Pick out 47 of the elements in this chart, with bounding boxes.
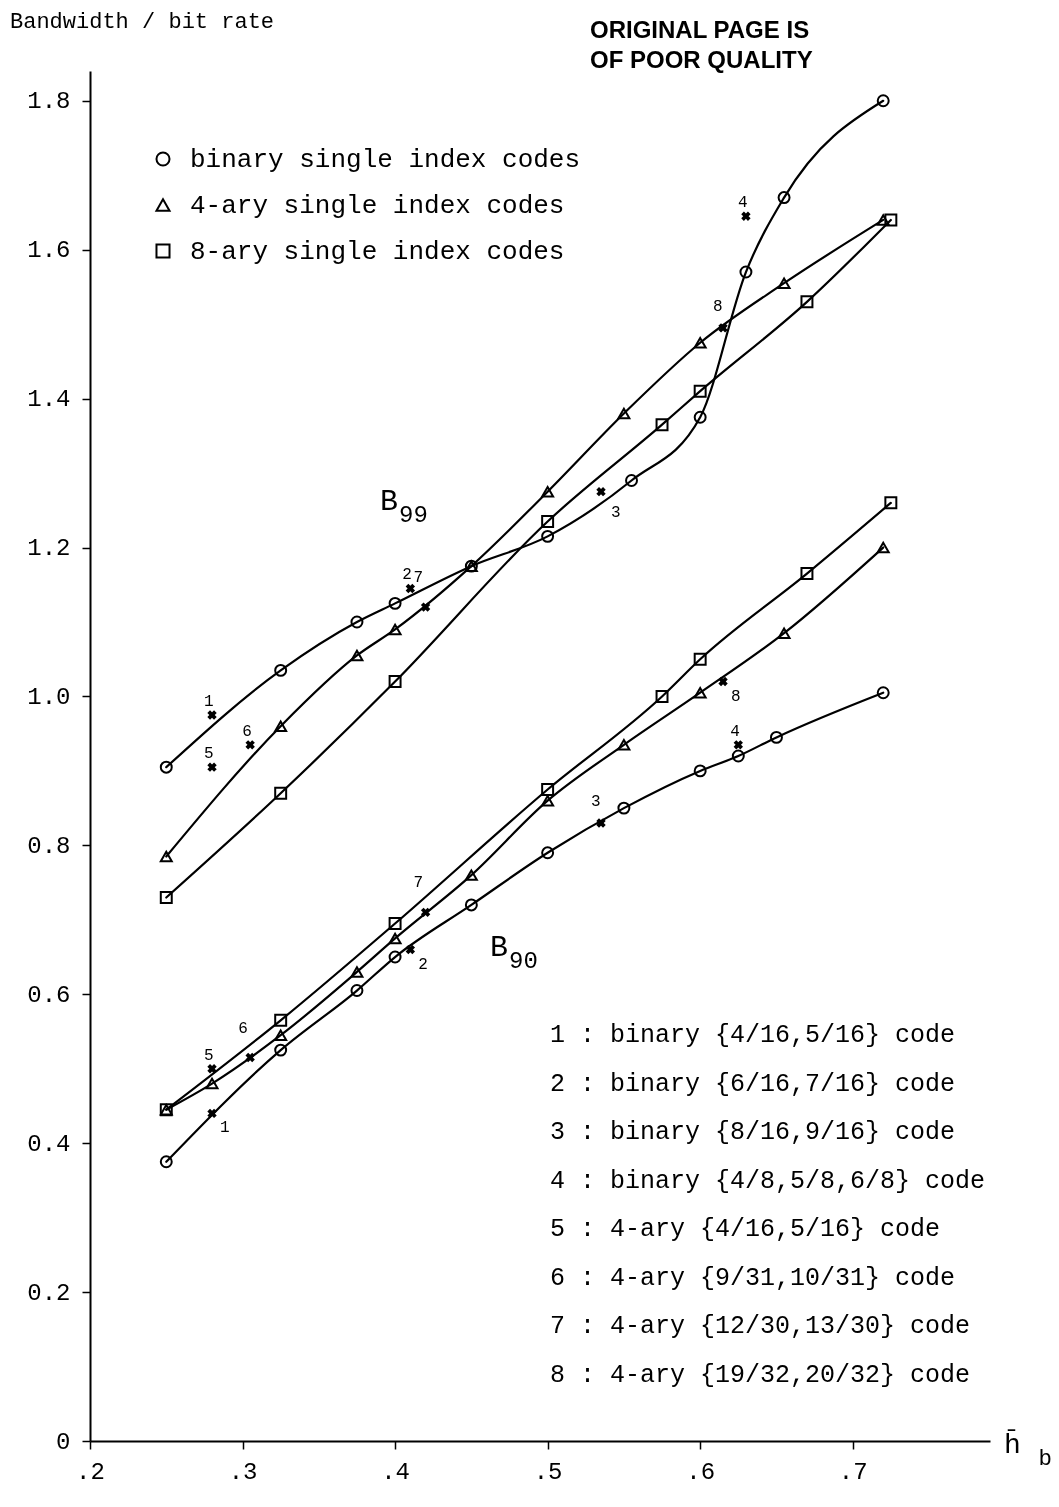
x-tick-label: .7: [838, 1458, 868, 1486]
x-tick-label: .5: [533, 1458, 563, 1486]
annotation: 8: [731, 687, 741, 706]
legend-label: binary single index codes: [190, 145, 581, 175]
annotation: 7: [413, 874, 424, 893]
x-axis-title: h̄b: [1004, 1429, 1053, 1472]
annotation: 8: [713, 297, 723, 316]
x-tick-label: .6: [686, 1458, 716, 1486]
annotation: 1 : binary {4/16,5/16} code: [550, 1021, 956, 1050]
annotation: 3 : binary {8/16,9/16} code: [550, 1118, 956, 1147]
annotation: 2: [402, 566, 412, 585]
annotation: 4: [737, 194, 748, 213]
annotation: 7: [413, 569, 424, 588]
annotation: 2: [418, 955, 428, 974]
annotation: 6 : 4-ary {9/31,10/31} code: [550, 1263, 956, 1293]
y-axis-title: Bandwidth / bit rate: [10, 10, 275, 35]
annotation: 4 : binary {4/8,5/8,6/8} code: [550, 1166, 986, 1196]
annotation: 3: [591, 793, 601, 812]
annotation: 4: [730, 722, 740, 741]
y-tick-label: 0.8: [27, 832, 71, 860]
y-tick-label: 0: [56, 1428, 71, 1456]
y-tick-label: 1.8: [27, 88, 71, 116]
legend-label: 8-ary single index codes: [190, 237, 565, 267]
y-tick-label: 1.0: [27, 683, 71, 711]
annotation: 2 : binary {6/16,7/16} code: [550, 1069, 956, 1099]
annotation: 5: [204, 1046, 214, 1065]
annotation: 6: [238, 1019, 248, 1038]
y-tick-label: 0.6: [27, 981, 71, 1009]
annotation: 5: [204, 745, 214, 764]
annotation: 1: [204, 693, 214, 712]
annotation: 6: [242, 722, 252, 741]
annotation: 8 : 4-ary {19/32,20/32} code: [550, 1360, 971, 1390]
annotation: 1: [220, 1119, 230, 1138]
x-tick-label: .4: [381, 1458, 410, 1486]
annotation: OF POOR QUALITY: [590, 46, 813, 73]
annotation: 3: [611, 503, 621, 522]
y-tick-label: 1.4: [27, 386, 71, 414]
y-tick-label: 0.2: [27, 1279, 71, 1307]
x-tick-label: .2: [76, 1458, 105, 1486]
annotation: 7 : 4-ary {12/30,13/30} code: [550, 1312, 971, 1341]
y-tick-label: 0.4: [27, 1130, 71, 1158]
legend-label: 4-ary single index codes: [190, 191, 565, 221]
annotation: 5 : 4-ary {4/16,5/16} code: [550, 1215, 941, 1244]
y-tick-label: 1.2: [27, 535, 71, 563]
y-tick-label: 1.6: [27, 237, 71, 265]
text: ORIGINAL PAGE IS: [590, 16, 810, 43]
x-tick-label: .3: [228, 1458, 258, 1486]
